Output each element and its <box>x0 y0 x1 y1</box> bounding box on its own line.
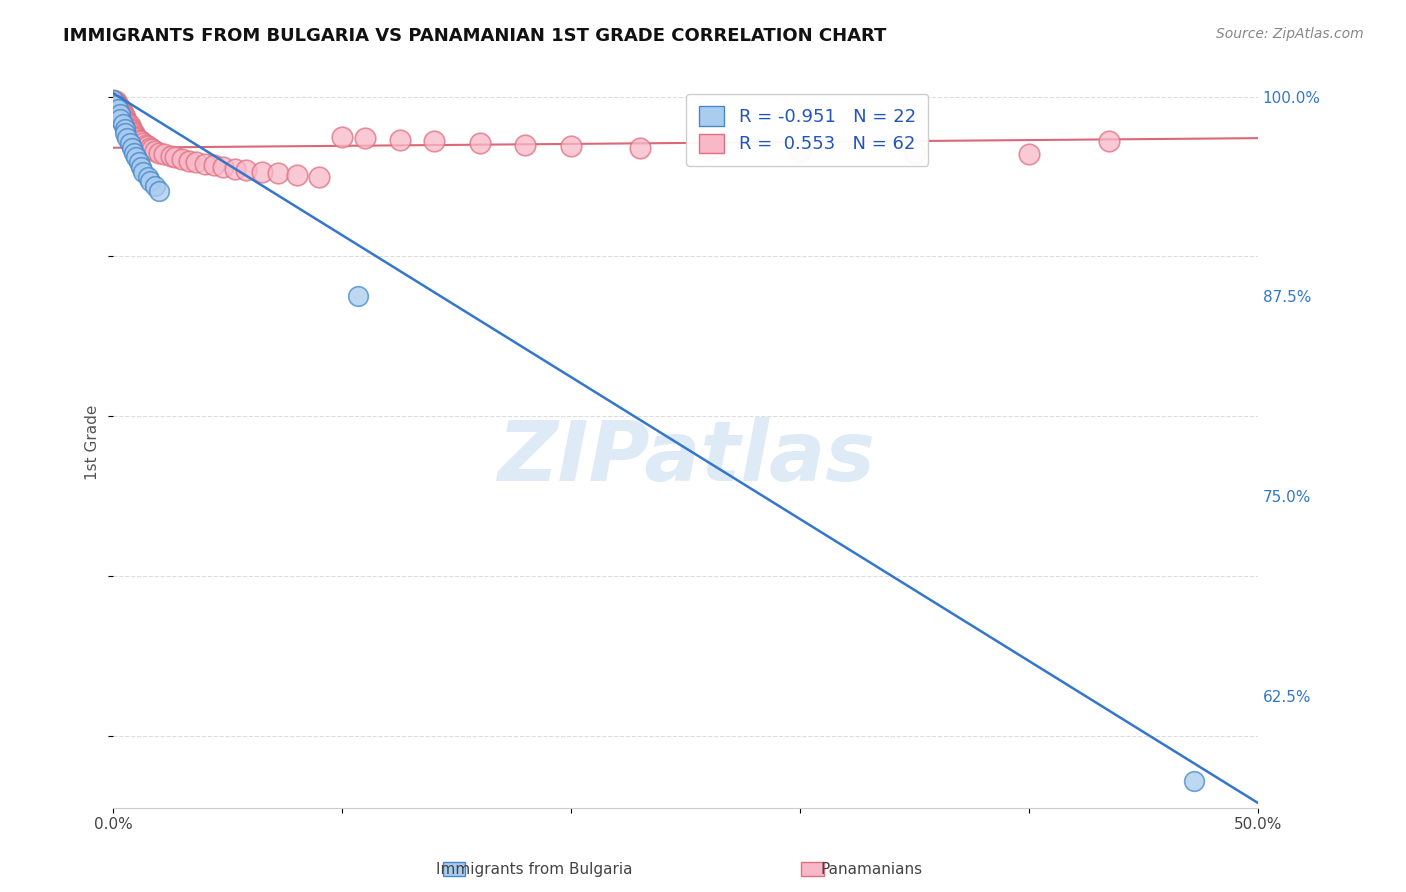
Point <box>148 184 170 198</box>
Point <box>128 133 150 147</box>
Text: Immigrants from Bulgaria: Immigrants from Bulgaria <box>436 863 633 877</box>
Point <box>121 141 143 155</box>
Point <box>114 112 136 126</box>
Point <box>129 160 152 174</box>
Point <box>129 134 152 148</box>
Point <box>104 95 127 110</box>
Point <box>114 121 136 136</box>
Point <box>235 163 257 178</box>
Point <box>110 103 132 117</box>
Point <box>114 127 136 141</box>
Point <box>628 141 651 155</box>
Point <box>122 128 145 142</box>
Point <box>135 137 157 152</box>
Point <box>115 115 138 129</box>
Y-axis label: 1st Grade: 1st Grade <box>86 405 100 480</box>
Point <box>103 93 125 107</box>
Point <box>132 165 155 179</box>
Legend: R = -0.951   N = 22, R =  0.553   N = 62: R = -0.951 N = 22, R = 0.553 N = 62 <box>686 94 928 166</box>
Point <box>128 155 150 169</box>
Point <box>115 117 138 131</box>
Point <box>136 139 159 153</box>
Text: Source: ZipAtlas.com: Source: ZipAtlas.com <box>1216 27 1364 41</box>
Point <box>165 150 187 164</box>
Point <box>388 133 411 147</box>
Point <box>194 157 217 171</box>
Point <box>118 121 141 136</box>
Point <box>104 95 127 109</box>
Point <box>139 141 162 155</box>
Point <box>143 179 166 194</box>
Point <box>332 129 354 144</box>
Point <box>103 93 125 107</box>
Point <box>515 137 537 152</box>
Point <box>107 97 129 112</box>
Point <box>122 127 145 141</box>
Point <box>1018 147 1040 161</box>
Point <box>122 145 145 160</box>
Point <box>141 142 163 156</box>
Point <box>560 139 582 153</box>
Point <box>184 155 207 169</box>
Point <box>115 131 138 145</box>
Point <box>1098 134 1121 148</box>
Point <box>267 166 290 180</box>
Point <box>423 134 446 148</box>
Point <box>1182 773 1205 788</box>
Point <box>153 147 176 161</box>
Point <box>111 105 134 120</box>
Point <box>107 103 129 117</box>
Point <box>468 136 491 150</box>
Point <box>114 111 136 125</box>
Point <box>224 161 246 176</box>
Point <box>121 125 143 139</box>
Point <box>252 165 274 179</box>
Point <box>107 99 129 113</box>
Point <box>125 129 148 144</box>
Text: Panamanians: Panamanians <box>821 863 922 877</box>
Point <box>114 113 136 128</box>
Point <box>111 107 134 121</box>
Point <box>104 97 127 112</box>
Point <box>697 142 720 156</box>
Point <box>285 168 308 182</box>
Point <box>110 112 132 126</box>
Point <box>139 174 162 188</box>
Point <box>110 103 132 118</box>
Point <box>125 150 148 164</box>
Point <box>789 144 811 158</box>
Point <box>110 107 132 121</box>
Point <box>132 136 155 150</box>
Point <box>111 117 134 131</box>
Point <box>354 131 377 145</box>
Point <box>347 289 370 303</box>
Text: ZIPatlas: ZIPatlas <box>496 417 875 498</box>
Point <box>202 158 225 172</box>
Point <box>136 169 159 184</box>
Point <box>118 119 141 133</box>
Point <box>172 152 194 166</box>
Point <box>111 109 134 123</box>
Point <box>148 145 170 160</box>
Point <box>121 123 143 137</box>
Point <box>308 169 330 184</box>
Point <box>159 149 181 163</box>
Point <box>212 160 235 174</box>
Point <box>143 144 166 158</box>
Text: IMMIGRANTS FROM BULGARIA VS PANAMANIAN 1ST GRADE CORRELATION CHART: IMMIGRANTS FROM BULGARIA VS PANAMANIAN 1… <box>63 27 887 45</box>
Point <box>110 101 132 115</box>
Point <box>903 145 925 160</box>
Point <box>177 153 200 168</box>
Point <box>125 131 148 145</box>
Point <box>118 120 141 134</box>
Point <box>118 136 141 150</box>
